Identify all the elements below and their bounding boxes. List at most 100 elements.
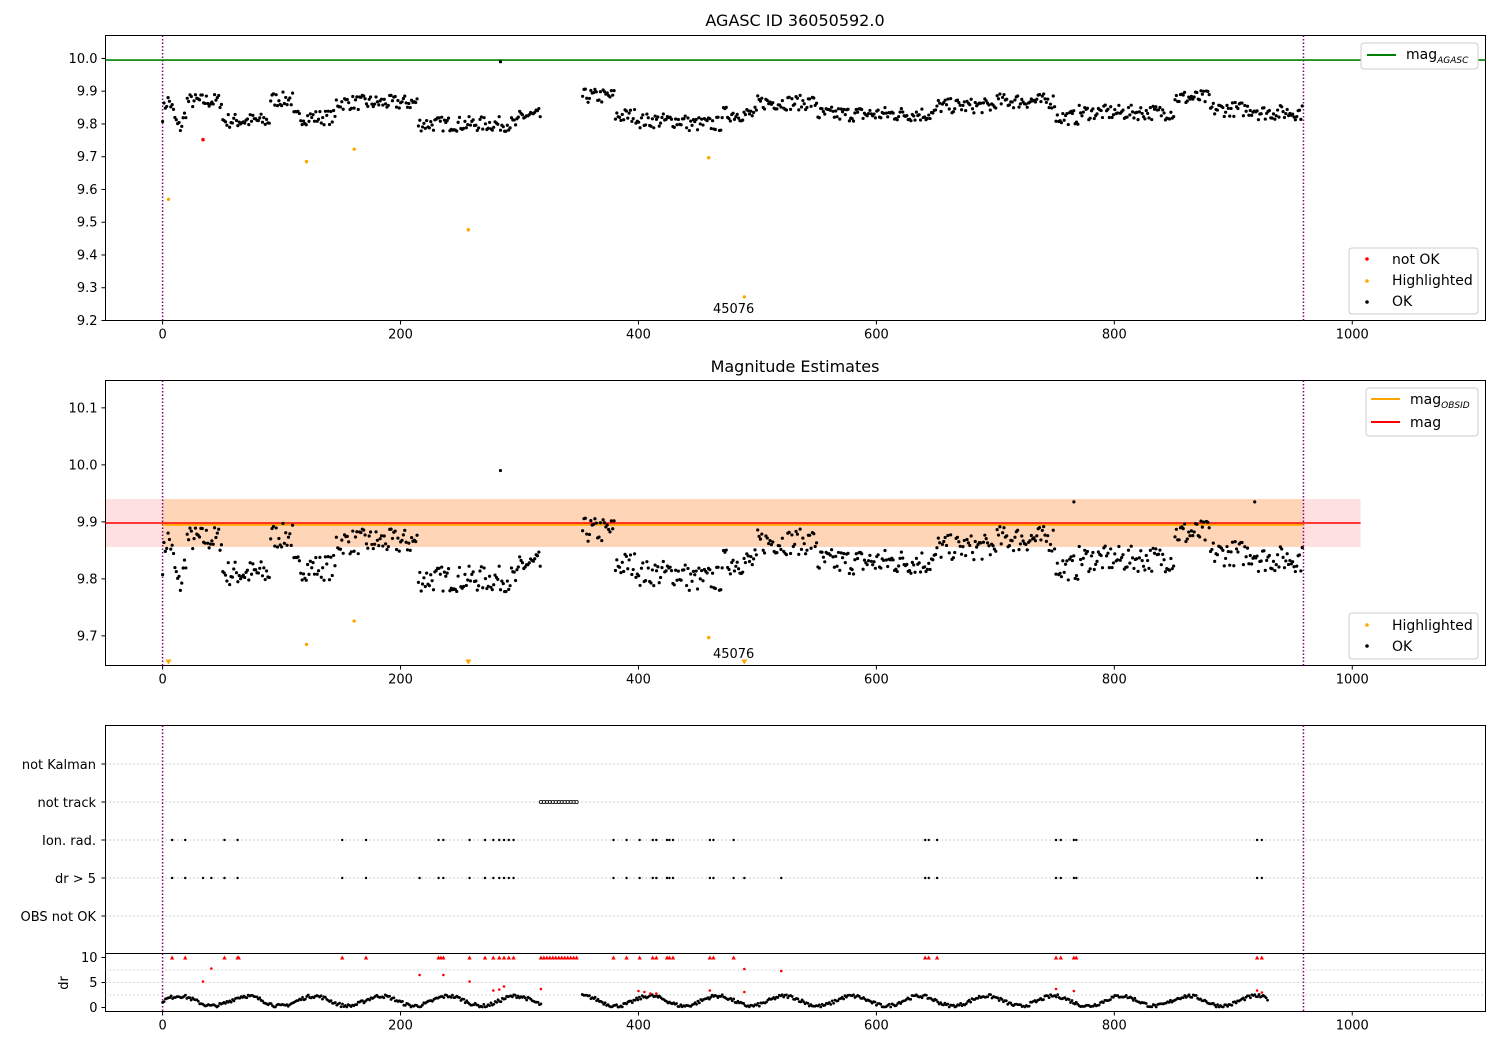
data-point bbox=[658, 575, 663, 580]
data-point bbox=[891, 111, 895, 115]
data-point bbox=[1210, 105, 1214, 109]
data-point bbox=[314, 556, 318, 560]
data-point bbox=[467, 115, 471, 119]
data-point bbox=[1224, 110, 1228, 114]
data-point bbox=[973, 539, 977, 544]
data-point bbox=[1198, 535, 1202, 539]
data-point bbox=[743, 112, 748, 117]
data-point bbox=[927, 113, 931, 117]
data-point bbox=[847, 119, 851, 123]
data-point bbox=[975, 545, 979, 549]
data-point bbox=[1210, 547, 1214, 552]
data-point bbox=[964, 553, 968, 558]
dr-point bbox=[969, 1000, 973, 1004]
dr-point bbox=[1027, 1004, 1031, 1008]
flag-point-ion-rad bbox=[223, 838, 226, 842]
data-point bbox=[865, 563, 869, 567]
dr-clipped-marker bbox=[506, 955, 511, 960]
data-point bbox=[300, 123, 304, 127]
data-point bbox=[299, 119, 303, 123]
data-point bbox=[177, 574, 181, 578]
x-tick-label: 400 bbox=[626, 328, 651, 343]
data-point bbox=[341, 107, 345, 111]
data-point bbox=[828, 108, 832, 112]
dr-point bbox=[301, 995, 304, 999]
data-point bbox=[483, 122, 488, 126]
data-point bbox=[377, 103, 381, 107]
dr-point bbox=[720, 993, 724, 997]
dr-point bbox=[368, 998, 372, 1002]
reference-lines bbox=[105, 35, 1486, 321]
data-point bbox=[935, 546, 939, 550]
data-point bbox=[594, 90, 598, 94]
data-point bbox=[355, 95, 359, 99]
data-point bbox=[936, 98, 940, 103]
data-point bbox=[581, 529, 585, 533]
data-point bbox=[1215, 553, 1220, 557]
data-point bbox=[709, 126, 713, 131]
data-point bbox=[1172, 564, 1176, 568]
data-point bbox=[251, 113, 255, 117]
data-point bbox=[708, 117, 712, 121]
data-point bbox=[1058, 571, 1062, 575]
x-tick-label: 1000 bbox=[1336, 328, 1369, 343]
dr-point bbox=[1216, 1003, 1219, 1007]
data-point bbox=[1265, 558, 1269, 562]
axes-frame bbox=[105, 725, 1486, 954]
data-point bbox=[994, 549, 998, 553]
dr-point bbox=[480, 1005, 484, 1009]
data-point bbox=[949, 97, 953, 101]
data-point bbox=[1046, 534, 1050, 538]
data-point bbox=[1050, 549, 1054, 553]
data-point bbox=[1028, 100, 1032, 104]
data-point bbox=[881, 111, 886, 115]
dr-clipped-marker bbox=[922, 955, 928, 960]
data-point bbox=[174, 569, 178, 574]
data-point bbox=[710, 119, 715, 123]
data-point bbox=[373, 542, 377, 546]
data-point bbox=[654, 569, 659, 573]
data-point bbox=[423, 126, 427, 130]
ok-points bbox=[161, 60, 1304, 133]
data-point bbox=[798, 527, 802, 531]
data-point bbox=[951, 110, 955, 114]
data-point bbox=[918, 570, 923, 574]
data-point bbox=[1132, 566, 1136, 571]
data-point bbox=[790, 97, 794, 101]
data-point bbox=[1222, 114, 1226, 119]
data-point bbox=[1182, 522, 1187, 526]
legend-label: Highlighted bbox=[1392, 273, 1473, 289]
data-point bbox=[349, 106, 354, 110]
data-point bbox=[225, 579, 229, 583]
data-point bbox=[1135, 110, 1139, 114]
axis-ticks: 9.29.39.49.59.69.79.89.910.00 200 400 600 80… bbox=[69, 52, 1369, 343]
data-point bbox=[607, 527, 611, 532]
data-point bbox=[434, 568, 438, 573]
dr-outlier-point bbox=[1260, 991, 1264, 994]
data-point bbox=[637, 574, 641, 578]
data-point bbox=[537, 550, 541, 554]
legend-marker bbox=[1365, 623, 1369, 627]
data-point bbox=[1092, 116, 1096, 121]
data-point bbox=[1011, 548, 1016, 553]
data-point bbox=[1163, 570, 1168, 574]
data-point bbox=[788, 107, 793, 111]
data-point bbox=[455, 129, 459, 133]
flag-point-dr5 bbox=[184, 876, 187, 880]
dr-point bbox=[633, 998, 637, 1002]
dr-clipped-marker bbox=[541, 955, 547, 960]
data-point bbox=[1240, 540, 1244, 545]
data-point bbox=[1139, 549, 1143, 553]
dr-point bbox=[329, 999, 333, 1003]
data-point bbox=[254, 568, 258, 572]
data-point bbox=[675, 578, 679, 582]
flag-point-dr5 bbox=[1059, 876, 1062, 880]
data-point bbox=[1162, 558, 1166, 562]
data-point bbox=[441, 129, 445, 133]
data-point bbox=[939, 109, 943, 114]
data-point bbox=[700, 568, 704, 573]
data-point bbox=[951, 556, 955, 560]
data-point bbox=[628, 108, 633, 112]
data-point bbox=[1072, 500, 1076, 504]
flag-label-not-track: not track bbox=[37, 796, 96, 811]
